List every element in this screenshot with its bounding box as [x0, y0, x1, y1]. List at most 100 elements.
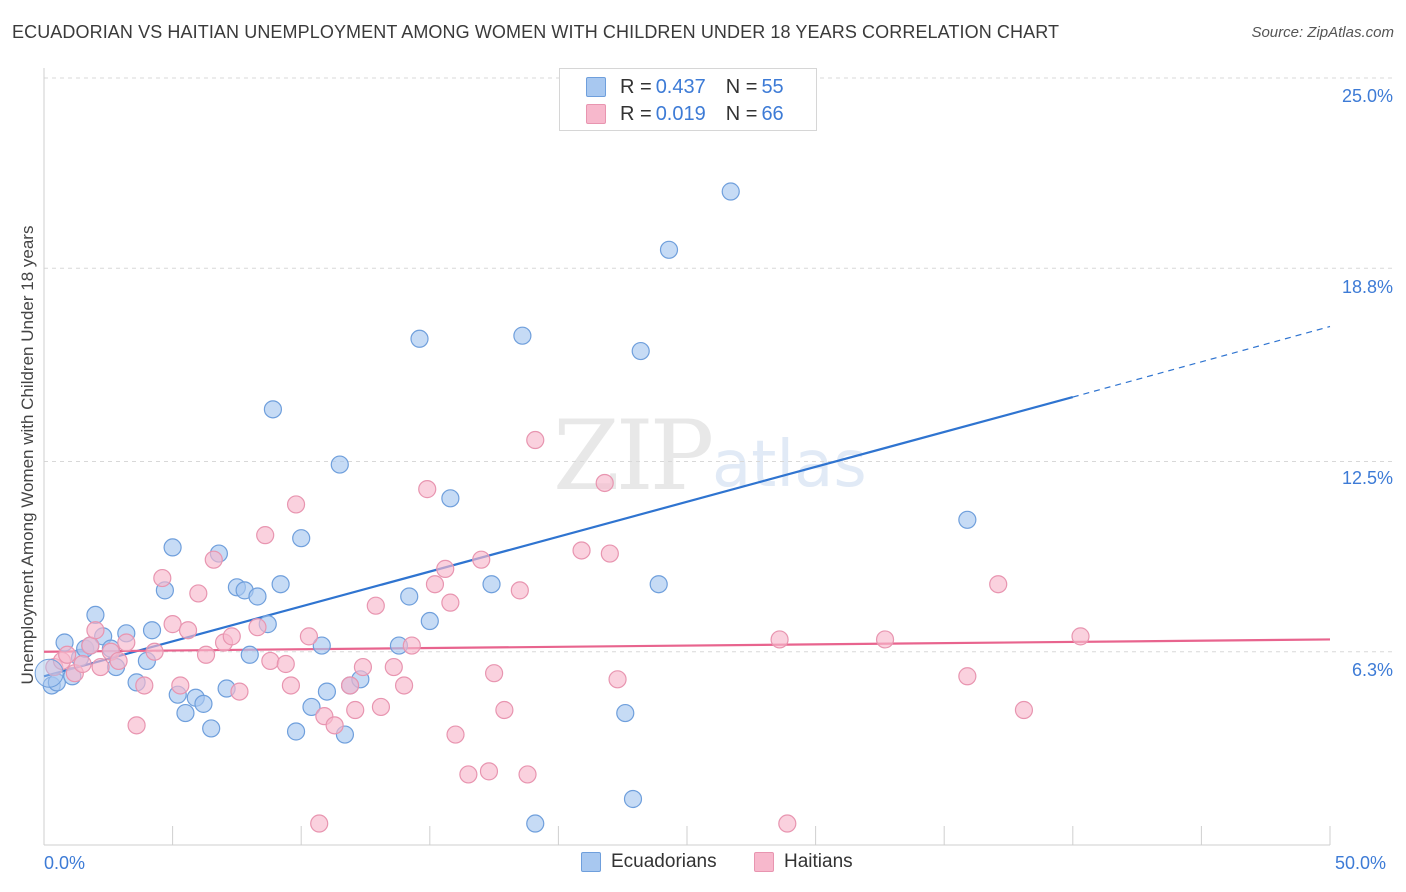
haitian-point — [178, 621, 198, 640]
ecuadorian-point — [86, 605, 105, 625]
haitian-point — [510, 581, 529, 600]
haitian-point — [394, 676, 414, 695]
ecuadorian-point — [649, 575, 668, 594]
ecuadorian-trend-line — [43, 396, 1074, 678]
haitian-point — [171, 676, 190, 695]
haitian-point — [958, 667, 977, 686]
ecuadorian-point — [142, 621, 162, 640]
ecuadorian-point — [194, 694, 213, 713]
haitian-point — [81, 636, 100, 655]
haitian-point — [989, 575, 1008, 594]
haitian-point — [1014, 700, 1034, 720]
chart-source: Source: ZipAtlas.com — [1251, 24, 1394, 41]
scatter-points — [34, 182, 1090, 833]
ecuadorian-point — [330, 455, 349, 474]
y-tick-label-18-8: 18.8% — [1341, 277, 1393, 297]
legend-r-value: 0.437 — [655, 75, 706, 98]
watermark-atlas: atlas — [712, 428, 867, 502]
haitian-point — [459, 765, 478, 784]
haitian-point — [196, 645, 216, 664]
haitian-point — [261, 651, 280, 671]
legend-n-label: N = — [725, 102, 758, 125]
bottom-legend-haitians: Haitians — [754, 851, 853, 873]
bottom-legend-swatch-haitians — [754, 852, 774, 872]
haitian-point — [310, 814, 329, 833]
haitian-point — [204, 550, 223, 569]
haitian-point — [778, 814, 797, 833]
ecuadorian-point — [623, 789, 643, 809]
ecuadorian-point — [292, 529, 311, 548]
haitian-point — [402, 636, 421, 655]
ecuadorian-point — [513, 326, 532, 345]
ecuadorian-point — [482, 575, 501, 594]
haitian-point — [248, 618, 267, 637]
bottom-legend-label-ecuadorians: Ecuadorians — [611, 851, 717, 872]
haitian-point — [299, 627, 319, 646]
legend-n-value: 66 — [761, 102, 784, 125]
ecuadorian-point — [616, 703, 635, 723]
ecuadorian-point-cluster — [34, 658, 64, 688]
haitian-point — [595, 473, 614, 493]
haitian-point — [91, 657, 110, 677]
haitian-point — [495, 700, 514, 720]
y-axis-title: Unemployment Among Women with Children U… — [18, 225, 37, 685]
haitian-point — [58, 645, 77, 664]
haitian-point — [153, 568, 172, 588]
haitian-point — [86, 621, 105, 640]
ecuadorian-point — [163, 538, 182, 557]
bottom-legend-label-haitians: Haitians — [784, 851, 853, 872]
bottom-legend-swatch-ecuadorians — [581, 852, 601, 872]
ecuadorian-point — [958, 510, 977, 529]
legend-row-ecuadorians: R = 0.437 N = 55 — [586, 75, 788, 99]
legend-r-label: R = — [620, 102, 652, 125]
ecuadorian-point — [248, 587, 267, 606]
legend-n-label: N = — [725, 75, 758, 98]
ecuadorian-point — [286, 722, 306, 741]
legend-r-label: R = — [620, 75, 652, 98]
haitian-trend-line — [43, 638, 1331, 653]
haitian-point — [163, 615, 182, 634]
haitian-point — [572, 541, 591, 560]
haitian-point — [353, 657, 373, 677]
legend-r-value: 0.019 — [655, 102, 706, 125]
haitian-point — [281, 676, 301, 695]
legend-n-value: 55 — [761, 75, 784, 98]
haitian-point — [109, 651, 128, 671]
haitian-point — [371, 697, 391, 717]
haitian-point — [135, 676, 154, 695]
haitian-point — [446, 725, 465, 744]
watermark-zip: ZIP — [553, 400, 714, 512]
ecuadorian-point — [240, 645, 259, 664]
haitian-point — [436, 559, 455, 578]
y-tick-label-6-3: 6.3% — [1351, 660, 1393, 680]
trend-lines — [43, 325, 1331, 678]
haitian-point — [600, 544, 619, 563]
haitian-point — [145, 642, 164, 661]
bottom-legend-ecuadorians: Ecuadorians — [581, 851, 717, 873]
haitian-point — [346, 700, 365, 720]
ecuadorian-point — [400, 587, 419, 606]
haitian-point — [286, 495, 306, 514]
x-tick-label-min: 0.0% — [44, 853, 86, 873]
ecuadorian-point — [312, 636, 331, 655]
axes — [43, 68, 1331, 846]
haitian-point — [276, 654, 295, 674]
ecuadorian-point — [721, 182, 740, 201]
ecuadorian-trend-extension — [1072, 325, 1331, 398]
ecuadorian-point — [526, 814, 545, 833]
ecuadorian-point — [317, 682, 337, 701]
haitian-point — [770, 630, 789, 649]
haitian-point — [230, 682, 249, 701]
legend-row-haitians: R = 0.019 N = 66 — [586, 102, 788, 126]
ecuadorian-point — [659, 240, 679, 259]
ecuadorian-point — [631, 341, 650, 361]
haitian-point — [73, 654, 92, 674]
haitian-point — [366, 596, 385, 615]
haitian-point — [875, 630, 895, 649]
haitian-point — [256, 526, 275, 545]
haitian-point — [189, 584, 208, 603]
ecuadorian-point — [410, 329, 429, 348]
ecuadorian-point — [202, 719, 221, 738]
legend-swatch-haitians — [586, 104, 606, 124]
